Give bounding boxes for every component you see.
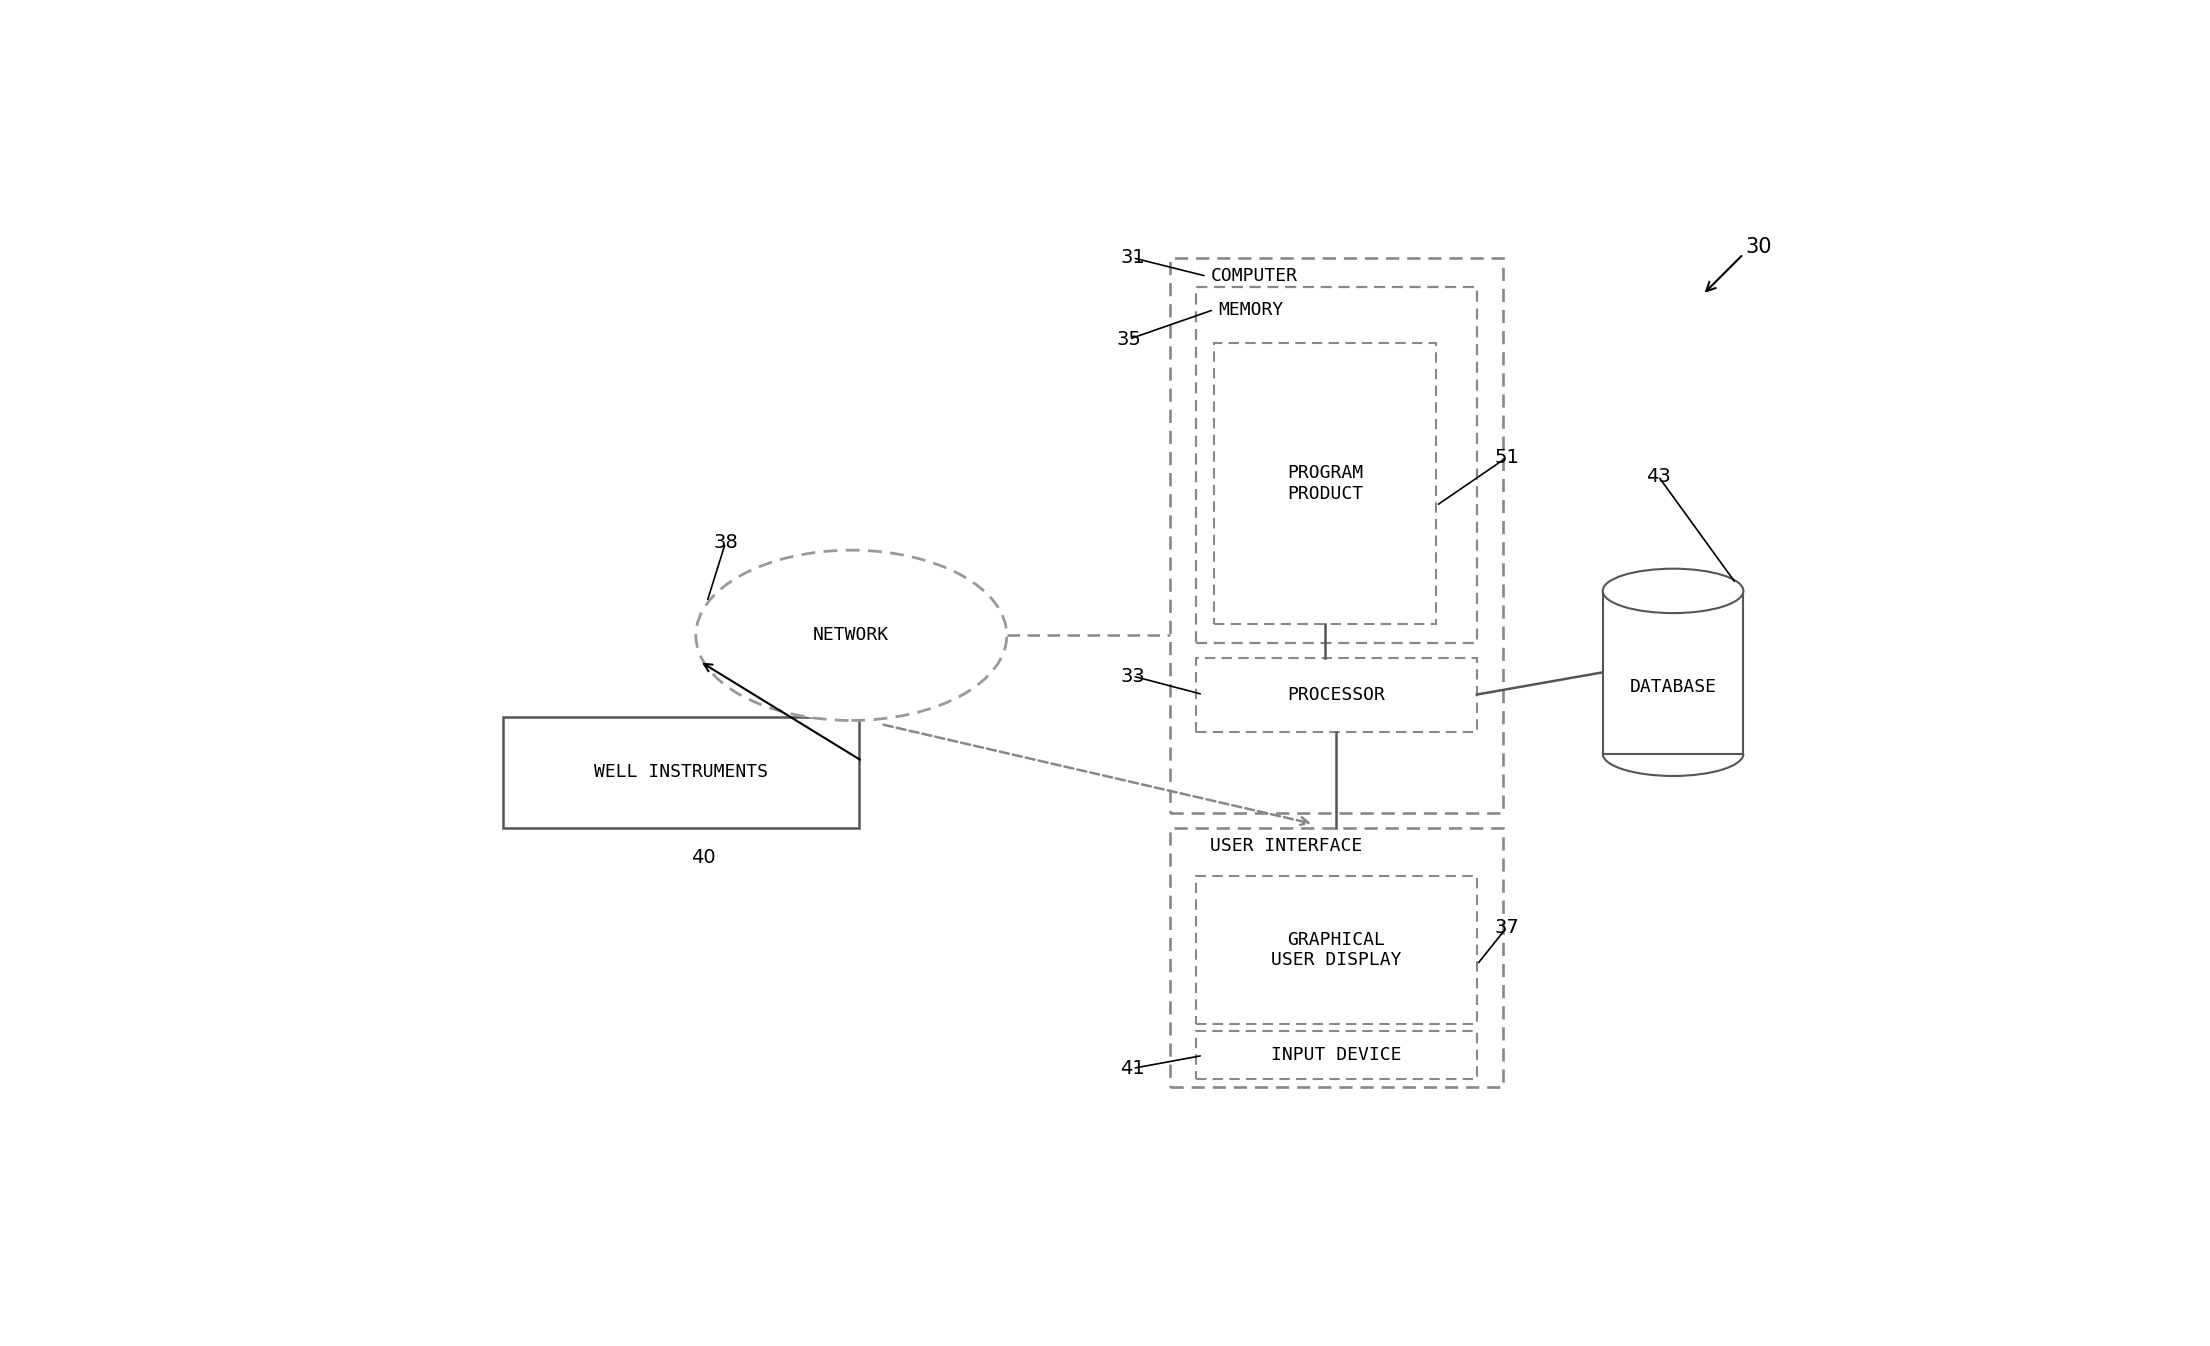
Text: 38: 38	[714, 533, 738, 552]
Text: 35: 35	[1116, 330, 1140, 349]
Bar	[504, 717, 860, 828]
Text: 37: 37	[1494, 918, 1518, 937]
Ellipse shape	[1602, 569, 1744, 614]
Text: GRAPHICAL
USER DISPLAY: GRAPHICAL USER DISPLAY	[1271, 930, 1401, 969]
Text: NETWORK: NETWORK	[813, 626, 888, 645]
Text: 41: 41	[1120, 1059, 1145, 1078]
Text: 40: 40	[692, 848, 716, 867]
Text: INPUT DEVICE: INPUT DEVICE	[1271, 1046, 1401, 1065]
Bar	[1213, 343, 1437, 625]
Text: PROGRAM
PRODUCT: PROGRAM PRODUCT	[1286, 464, 1364, 503]
Text: DATABASE: DATABASE	[1629, 678, 1717, 696]
Text: 43: 43	[1646, 467, 1671, 486]
Text: MEMORY: MEMORY	[1218, 300, 1284, 319]
Text: PROCESSOR: PROCESSOR	[1286, 685, 1386, 704]
Text: 30: 30	[1746, 237, 1772, 257]
Text: COMPUTER: COMPUTER	[1211, 268, 1297, 285]
Ellipse shape	[696, 551, 1008, 720]
Text: 51: 51	[1494, 448, 1518, 467]
FancyArrowPatch shape	[705, 664, 860, 759]
Bar	[1196, 658, 1476, 732]
Text: 33: 33	[1120, 666, 1145, 685]
Bar	[1169, 258, 1503, 813]
Bar	[1196, 288, 1476, 643]
Text: 31: 31	[1120, 248, 1145, 268]
Bar	[1196, 876, 1476, 1024]
Text: WELL INSTRUMENTS: WELL INSTRUMENTS	[594, 763, 769, 781]
Bar	[1169, 828, 1503, 1088]
Text: USER INTERFACE: USER INTERFACE	[1211, 837, 1364, 855]
Bar	[1602, 591, 1744, 754]
FancyArrowPatch shape	[1706, 256, 1741, 291]
FancyArrowPatch shape	[884, 724, 1308, 825]
Bar	[1196, 1031, 1476, 1079]
